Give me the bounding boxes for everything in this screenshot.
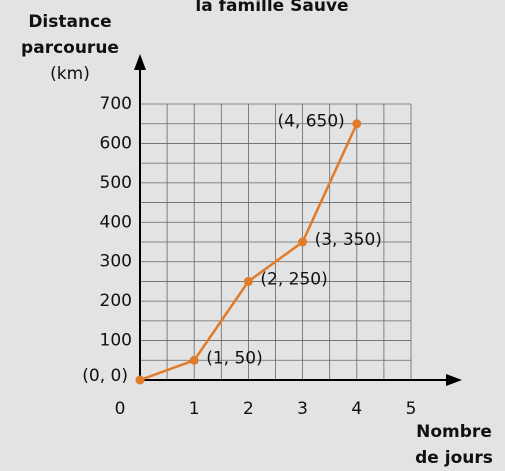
- y-tick-label: 500: [100, 173, 132, 193]
- x-tick-label: 2: [243, 399, 254, 419]
- x-tick-label: 4: [351, 399, 362, 419]
- y-axis-arrow: [134, 54, 146, 70]
- x-tick-label: 3: [297, 399, 308, 419]
- y-axis-label: parcourue: [21, 38, 119, 58]
- data-label: (1, 50): [206, 348, 263, 368]
- y-tick-label: 400: [100, 212, 132, 232]
- data-label: (0, 0): [82, 366, 128, 386]
- data-label: (2, 250): [260, 269, 327, 289]
- y-tick-label: 600: [100, 133, 132, 153]
- data-label: (4, 650): [277, 112, 344, 132]
- point: [298, 237, 308, 247]
- data-label: (3, 350): [315, 230, 382, 250]
- x-axis-label: de jours: [415, 448, 493, 468]
- y-tick-label: 700: [100, 94, 132, 114]
- point: [243, 276, 253, 286]
- chart-title: la famille Sauve: [195, 0, 348, 16]
- y-axis-label: Distance: [28, 12, 111, 32]
- x-axis-arrow: [446, 374, 462, 386]
- y-tick-label: 100: [100, 331, 132, 351]
- x-tick-label: 0: [115, 399, 126, 419]
- y-tick-label: 300: [100, 252, 132, 272]
- y-axis-label: (km): [50, 64, 90, 84]
- y-tick-label: 200: [100, 291, 132, 311]
- x-axis-label: Nombre: [416, 422, 492, 442]
- x-tick-label: 1: [189, 399, 200, 419]
- x-tick-label: 5: [406, 399, 417, 419]
- point: [189, 355, 199, 365]
- point: [352, 119, 362, 129]
- point: [135, 375, 145, 385]
